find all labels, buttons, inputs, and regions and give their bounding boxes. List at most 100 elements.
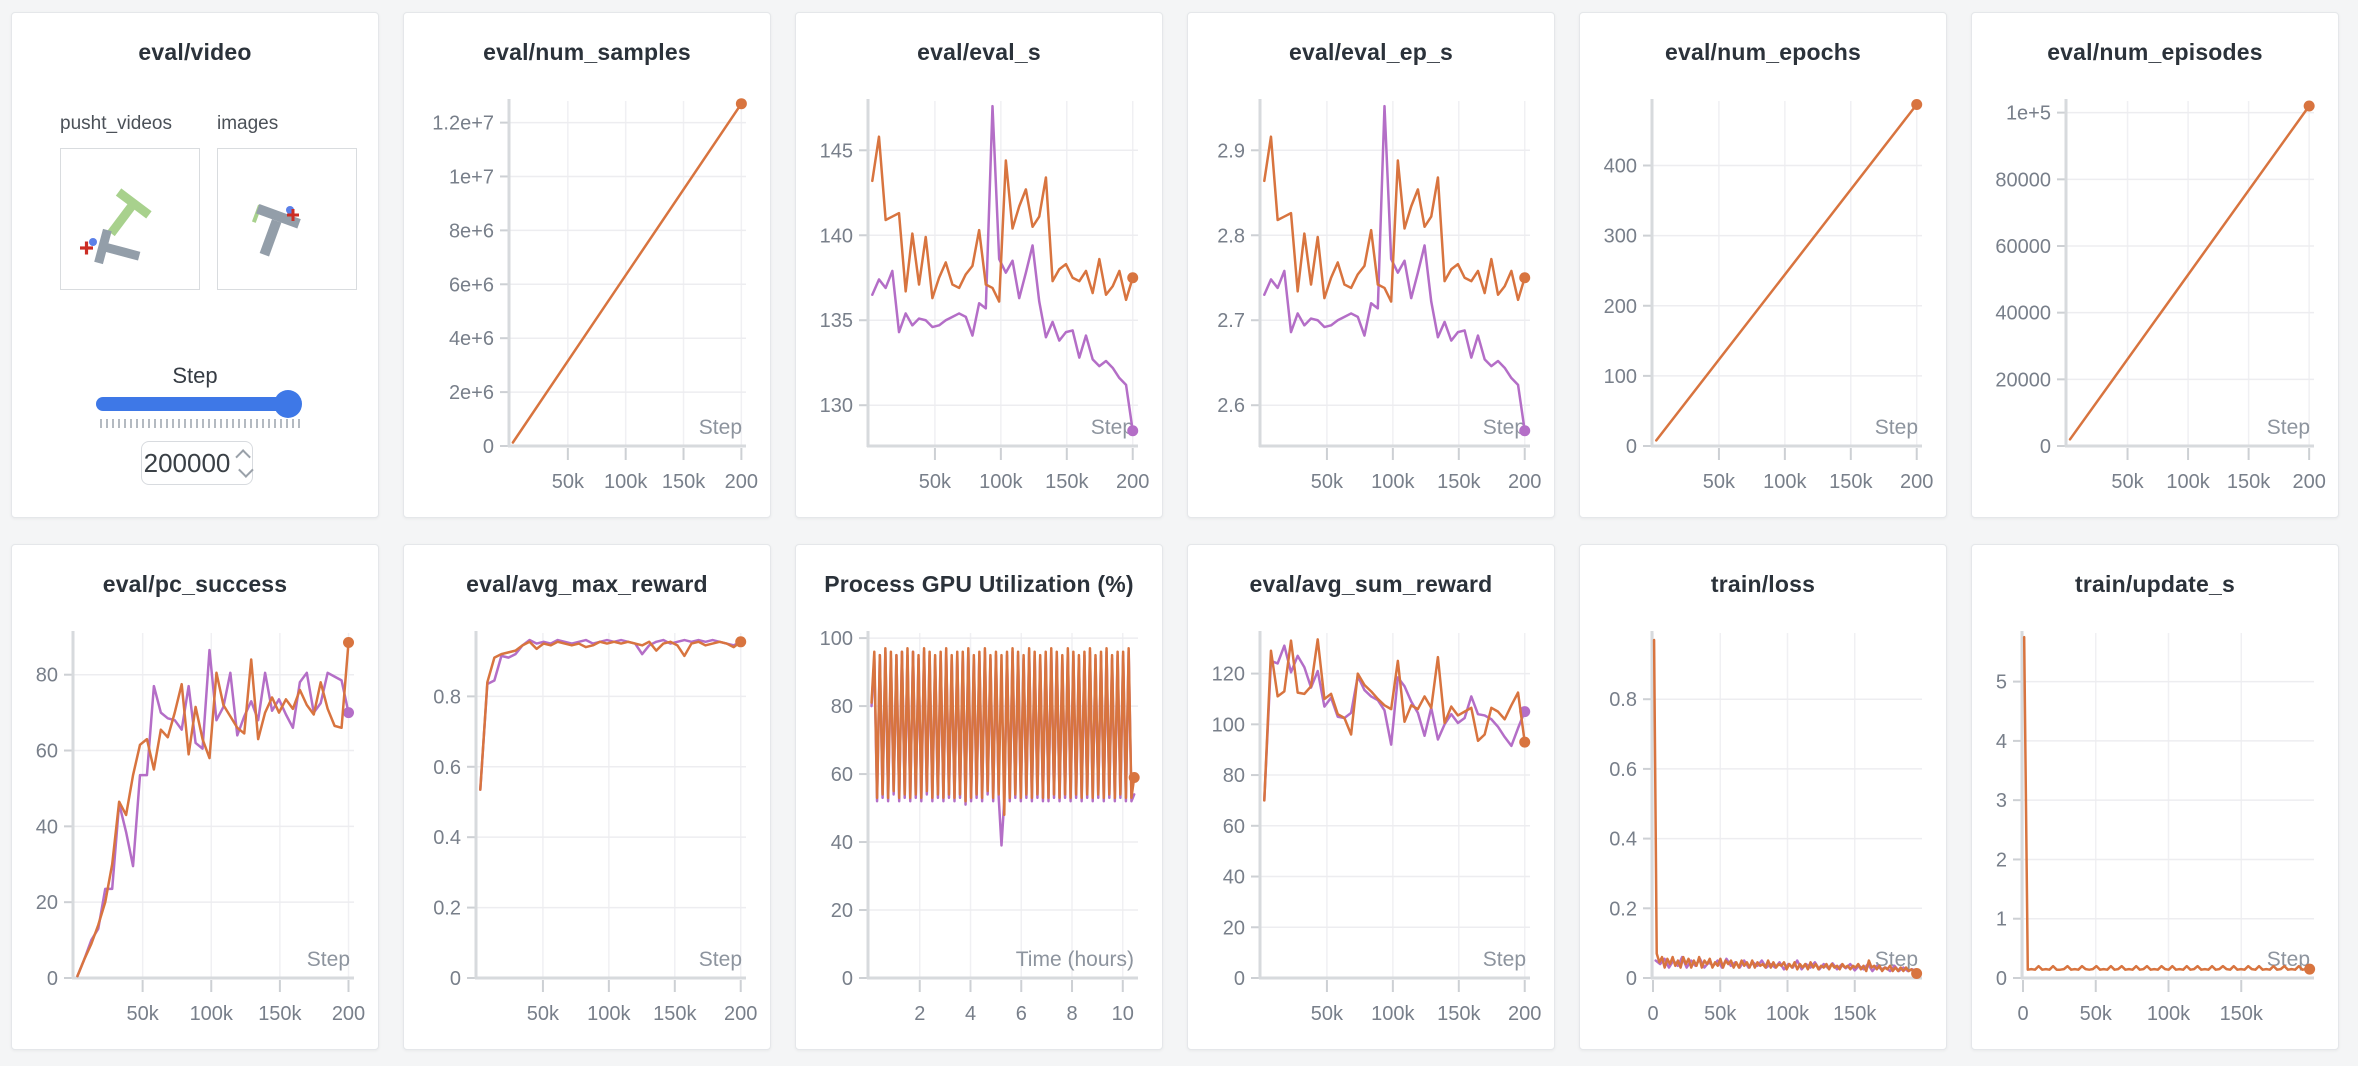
- panel-eval-pc-success[interactable]: eval/pc_success 50k 100k 150k 200 0 20 40 60 80 S…: [11, 544, 379, 1050]
- svg-text:40: 40: [1223, 867, 1245, 889]
- svg-text:150k: 150k: [662, 471, 706, 493]
- series-line: [479, 640, 742, 791]
- svg-text:130: 130: [820, 395, 853, 417]
- media-label-images: images: [217, 113, 279, 134]
- panel-train-loss[interactable]: train/loss 0 50k 100k 150k 0 0.2 0.4 0.6 0.8 Step: [1579, 544, 1947, 1050]
- svg-text:60: 60: [1223, 816, 1245, 838]
- green-t-shape: [107, 188, 152, 237]
- svg-text:150k: 150k: [1829, 471, 1873, 493]
- series-end-dot: [1911, 99, 1923, 111]
- chevron-up-icon[interactable]: [235, 448, 252, 465]
- svg-text:50k: 50k: [1703, 471, 1736, 493]
- svg-text:50k: 50k: [552, 471, 585, 493]
- svg-text:150k: 150k: [1833, 1003, 1877, 1025]
- video-thumbnail-pusht-videos[interactable]: [60, 148, 200, 290]
- svg-text:0: 0: [1626, 968, 1637, 990]
- panel-eval-num-episodes[interactable]: eval/num_episodes 50k 100k 150k 200 0 20000 40…: [1971, 12, 2339, 518]
- series-end-dot: [1519, 736, 1531, 748]
- panel-train-update-s[interactable]: train/update_s 0 50k 100k 150k 0 1 2 3 4 5 Step: [1971, 544, 2339, 1050]
- svg-text:100: 100: [1604, 366, 1637, 388]
- step-input[interactable]: 200000: [141, 441, 255, 485]
- series-line: [871, 104, 1134, 432]
- chart-title: eval/avg_max_reward: [466, 571, 708, 597]
- video-thumbnail-images[interactable]: [217, 148, 357, 290]
- svg-text:80: 80: [831, 696, 853, 718]
- svg-text:40000: 40000: [1995, 303, 2051, 325]
- svg-text:100: 100: [820, 628, 853, 650]
- chart-title: Process GPU Utilization (%): [824, 571, 1134, 597]
- chart-canvas: 0 50k 100k 150k 0 1 2 3 4 5 Step: [1972, 545, 2338, 1049]
- panel-eval-video[interactable]: eval/video pusht_videos images: [11, 12, 379, 518]
- svg-text:0.8: 0.8: [433, 686, 461, 708]
- chart-title: eval/num_epochs: [1664, 39, 1862, 65]
- svg-text:150k: 150k: [653, 1003, 697, 1025]
- svg-text:120: 120: [1212, 664, 1245, 686]
- svg-text:60: 60: [36, 741, 58, 763]
- series-end-dot: [2303, 100, 2315, 112]
- svg-text:0: 0: [47, 968, 58, 990]
- series-line: [1263, 638, 1526, 802]
- svg-text:200: 200: [725, 471, 758, 493]
- svg-text:80000: 80000: [1995, 169, 2051, 191]
- svg-text:150k: 150k: [1045, 471, 1089, 493]
- svg-text:20: 20: [36, 892, 58, 914]
- svg-text:100: 100: [1212, 714, 1245, 736]
- chart-canvas: 2 4 6 8 10 0 20 40 60 80 100 Time (hours): [796, 545, 1162, 1049]
- series-end-dot: [1128, 771, 1140, 783]
- svg-text:200: 200: [332, 1003, 365, 1025]
- chart-title: eval/eval_ep_s: [1289, 39, 1453, 65]
- target-cross-icon: [287, 209, 299, 221]
- svg-text:4e+6: 4e+6: [449, 328, 494, 350]
- panel-eval-eval-ep-s[interactable]: eval/eval_ep_s 50k 100k 150k 200 2.6 2.7 2.8 2.…: [1187, 12, 1555, 518]
- slider-thumb[interactable]: [274, 390, 302, 418]
- svg-text:100k: 100k: [2166, 471, 2210, 493]
- svg-text:0: 0: [2040, 436, 2051, 458]
- svg-text:Step: Step: [1875, 948, 1918, 971]
- series-line: [870, 647, 1136, 817]
- svg-text:60: 60: [831, 764, 853, 786]
- step-stepper[interactable]: [235, 448, 255, 478]
- gray-t-shape: [251, 204, 301, 257]
- svg-text:0: 0: [842, 968, 853, 990]
- svg-text:0: 0: [450, 968, 461, 990]
- chart-canvas: 50k 100k 150k 200 130 135 140 145 Step: [796, 13, 1162, 517]
- step-slider[interactable]: [96, 390, 302, 418]
- chevron-down-icon[interactable]: [238, 461, 255, 478]
- svg-text:4: 4: [1996, 731, 2007, 753]
- chart-svg: 50k 100k 150k 200 0 0.2 0.4 0.6 0.8 Step: [433, 631, 757, 1025]
- chart-canvas: 50k 100k 150k 200 0 0.2 0.4 0.6 0.8 Step: [404, 545, 770, 1049]
- svg-text:0: 0: [1626, 436, 1637, 458]
- panel-eval-num-epochs[interactable]: eval/num_epochs 50k 100k 150k 200 0 100 200 300…: [1579, 12, 1947, 518]
- svg-text:140: 140: [820, 225, 853, 247]
- panel-process-gpu-utilization[interactable]: Process GPU Utilization (%) 2 4 6 8 10 0 20 40 6…: [795, 544, 1163, 1050]
- svg-text:1.2e+7: 1.2e+7: [432, 113, 494, 135]
- svg-text:Step: Step: [307, 948, 350, 971]
- svg-text:400: 400: [1604, 156, 1637, 178]
- slider-tick-marks: [100, 419, 300, 428]
- series-end-dot: [735, 636, 747, 648]
- svg-text:0.6: 0.6: [433, 757, 461, 779]
- series-line: [2022, 635, 2311, 971]
- svg-text:200: 200: [724, 1003, 757, 1025]
- svg-text:2e+6: 2e+6: [449, 382, 494, 404]
- panel-eval-avg-max-reward[interactable]: eval/avg_max_reward 50k 100k 150k 200 0 0.2 0.…: [403, 544, 771, 1050]
- svg-text:20: 20: [831, 900, 853, 922]
- svg-text:50k: 50k: [2080, 1003, 2113, 1025]
- panel-eval-eval-s[interactable]: eval/eval_s 50k 100k 150k 200 130 135 140 145 St…: [795, 12, 1163, 518]
- svg-text:Step: Step: [699, 416, 742, 439]
- chart-svg: 50k 100k 150k 200 0 20000 40000 60000 80000 1e+5 S…: [1995, 99, 2326, 493]
- svg-text:80: 80: [36, 665, 58, 687]
- svg-text:Step: Step: [1091, 416, 1134, 439]
- chart-title: train/update_s: [2074, 571, 2235, 597]
- svg-text:100k: 100k: [979, 471, 1023, 493]
- svg-text:150k: 150k: [258, 1003, 302, 1025]
- panel-eval-avg-sum-reward[interactable]: eval/avg_sum_reward 50k 100k 150k 200 0 20 40 6…: [1187, 544, 1555, 1050]
- chart-canvas: 0 50k 100k 150k 0 0.2 0.4 0.6 0.8 Step: [1580, 545, 1946, 1049]
- svg-text:8: 8: [1066, 1003, 1077, 1025]
- svg-text:100k: 100k: [2147, 1003, 2191, 1025]
- series-end-dot: [735, 98, 747, 110]
- series-end-dot: [343, 636, 355, 648]
- svg-text:100k: 100k: [1766, 1003, 1810, 1025]
- svg-text:Step: Step: [1483, 416, 1526, 439]
- panel-eval-num-samples[interactable]: eval/num_samples 50k 100k 150k 200 0 2e+6 4e+6…: [403, 12, 771, 518]
